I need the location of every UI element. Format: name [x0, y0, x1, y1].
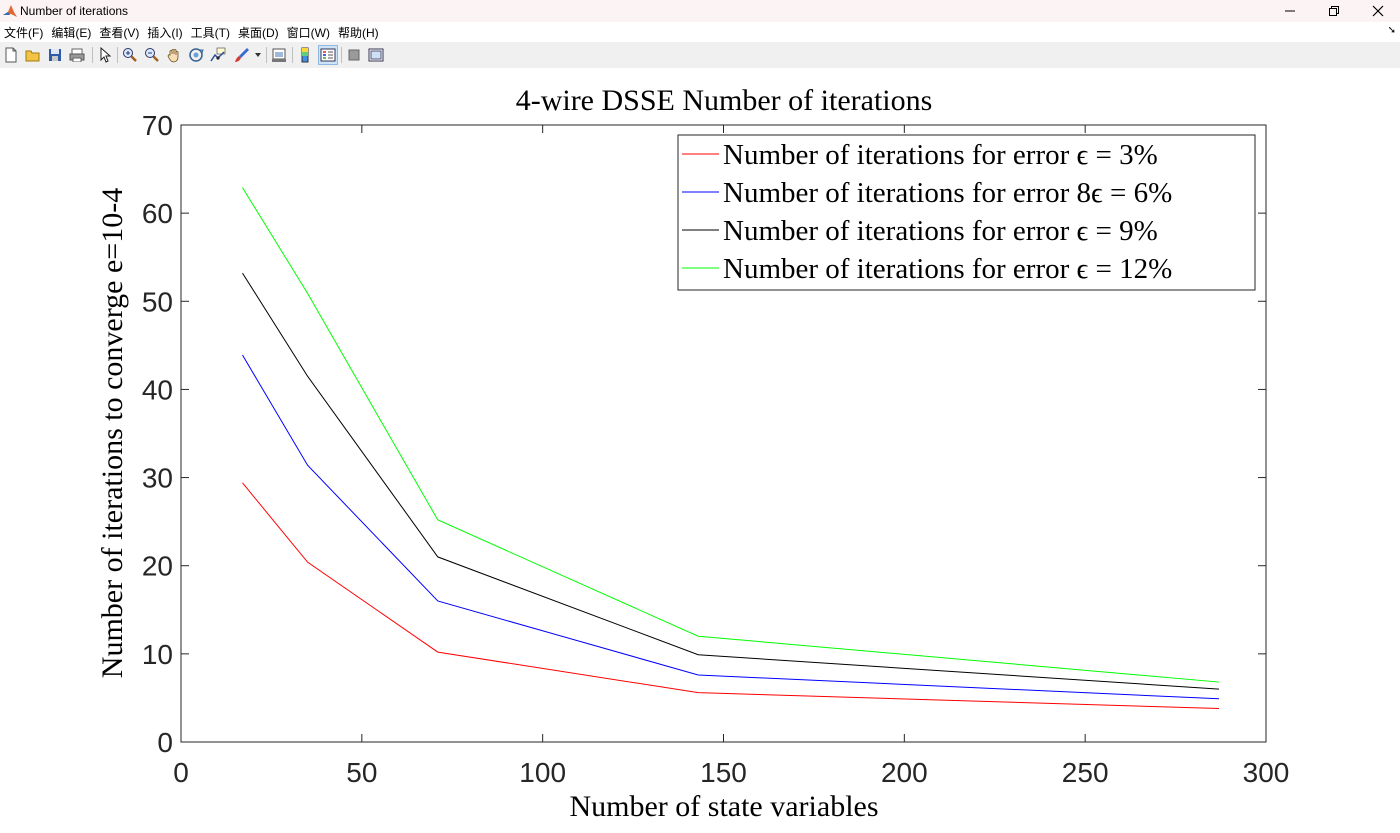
- close-icon: [1372, 5, 1384, 17]
- menu-insert[interactable]: 插入(I): [147, 25, 183, 40]
- legend[interactable]: Number of iterations for error ϵ = 3% Num…: [677, 134, 1256, 291]
- toolbar-separator: [341, 47, 342, 63]
- y-tick-label: 30: [142, 463, 173, 494]
- x-tick-label: 50: [346, 757, 377, 788]
- zoom-out-icon[interactable]: [143, 46, 161, 64]
- rotate-3d-icon[interactable]: [187, 46, 205, 64]
- x-axis-label: Number of state variables: [569, 790, 878, 823]
- show-plot-tools-icon[interactable]: [367, 46, 385, 64]
- zoom-in-icon[interactable]: [121, 46, 139, 64]
- chart-title: 4-wire DSSE Number of iterations: [516, 84, 933, 117]
- y-tick-labels: 0 10 20 30 40 50 60 70: [142, 110, 173, 758]
- toolbar-separator: [292, 47, 293, 63]
- x-tick-labels: 0 50 100 150 200 250 300: [173, 757, 1289, 788]
- insert-legend-icon[interactable]: [318, 45, 338, 65]
- series-line-4: [242, 187, 1220, 683]
- restore-icon: [1329, 6, 1339, 16]
- legend-label-4: Number of iterations for error ϵ = 12%: [723, 253, 1172, 285]
- axis-ticks: [180, 124, 1267, 743]
- y-tick-label: 70: [142, 110, 173, 141]
- open-file-icon[interactable]: [24, 46, 42, 64]
- series-line-3: [242, 272, 1220, 690]
- menu-window[interactable]: 窗口(W): [286, 25, 330, 40]
- series-lines: [242, 187, 1220, 710]
- pan-hand-icon[interactable]: [165, 46, 183, 64]
- x-tick-label: 0: [173, 757, 189, 788]
- legend-box: [677, 134, 1256, 291]
- series-line-2: [242, 354, 1220, 700]
- minimize-button[interactable]: [1268, 0, 1312, 22]
- brush-icon[interactable]: [233, 46, 251, 64]
- toolbar-separator: [266, 47, 267, 63]
- y-tick-label: 10: [142, 639, 173, 670]
- menu-help[interactable]: 帮助(H): [337, 25, 379, 40]
- new-figure-icon[interactable]: [2, 46, 20, 64]
- toolbar-separator: [117, 47, 118, 63]
- menu-tools[interactable]: 工具(T): [190, 25, 230, 40]
- y-axis-label: Number of iterations to converge e=10-4: [96, 188, 129, 678]
- x-tick-label: 200: [881, 757, 928, 788]
- figure-canvas: 4-wire DSSE Number of iterations 0 50 100 1…: [0, 68, 1400, 828]
- print-icon[interactable]: [68, 46, 86, 64]
- figure-toolbar: [0, 42, 1400, 69]
- minimize-icon: [1285, 10, 1295, 12]
- menu-bar: 文件(F) 编辑(E) 查看(V) 插入(I) 工具(T) 桌面(D) 窗口(W…: [0, 22, 1400, 42]
- x-tick-label: 100: [519, 757, 566, 788]
- save-icon[interactable]: [46, 46, 64, 64]
- y-tick-label: 40: [142, 374, 173, 405]
- restore-button[interactable]: [1312, 0, 1356, 22]
- y-tick-label: 20: [142, 551, 173, 582]
- menu-edit[interactable]: 编辑(E): [51, 25, 92, 40]
- legend-label-2: Number of iterations for error 8ϵ = 6%: [723, 177, 1172, 209]
- matlab-icon: [3, 5, 17, 17]
- y-tick-label: 0: [157, 727, 173, 758]
- menu-file[interactable]: 文件(F): [4, 25, 44, 40]
- menu-desktop[interactable]: 桌面(D): [237, 25, 279, 40]
- window-title-bar: Number of iterations: [0, 0, 1400, 22]
- y-tick-label: 50: [142, 286, 173, 317]
- x-tick-label: 150: [700, 757, 747, 788]
- legend-label-1: Number of iterations for error ϵ = 3%: [723, 139, 1158, 171]
- brush-dropdown-icon[interactable]: [253, 46, 263, 64]
- x-tick-label: 300: [1243, 757, 1290, 788]
- toolbar-separator: [92, 47, 93, 63]
- insert-colorbar-icon[interactable]: [296, 46, 314, 64]
- window-title: Number of iterations: [20, 4, 129, 18]
- data-cursor-icon[interactable]: [209, 46, 227, 64]
- series-line-1: [242, 482, 1219, 710]
- menu-expand-icon[interactable]: ➘: [1387, 25, 1396, 36]
- hide-plot-tools-icon[interactable]: [345, 46, 363, 64]
- link-plot-icon[interactable]: [270, 46, 288, 64]
- line-chart[interactable]: 4-wire DSSE Number of iterations 0 50 100 1…: [0, 68, 1400, 828]
- x-tick-label: 250: [1062, 757, 1109, 788]
- legend-label-3: Number of iterations for error ϵ = 9%: [723, 215, 1158, 247]
- close-button[interactable]: [1356, 0, 1400, 22]
- menu-view[interactable]: 查看(V): [99, 25, 140, 40]
- pointer-icon[interactable]: [96, 46, 114, 64]
- y-tick-label: 60: [142, 198, 173, 229]
